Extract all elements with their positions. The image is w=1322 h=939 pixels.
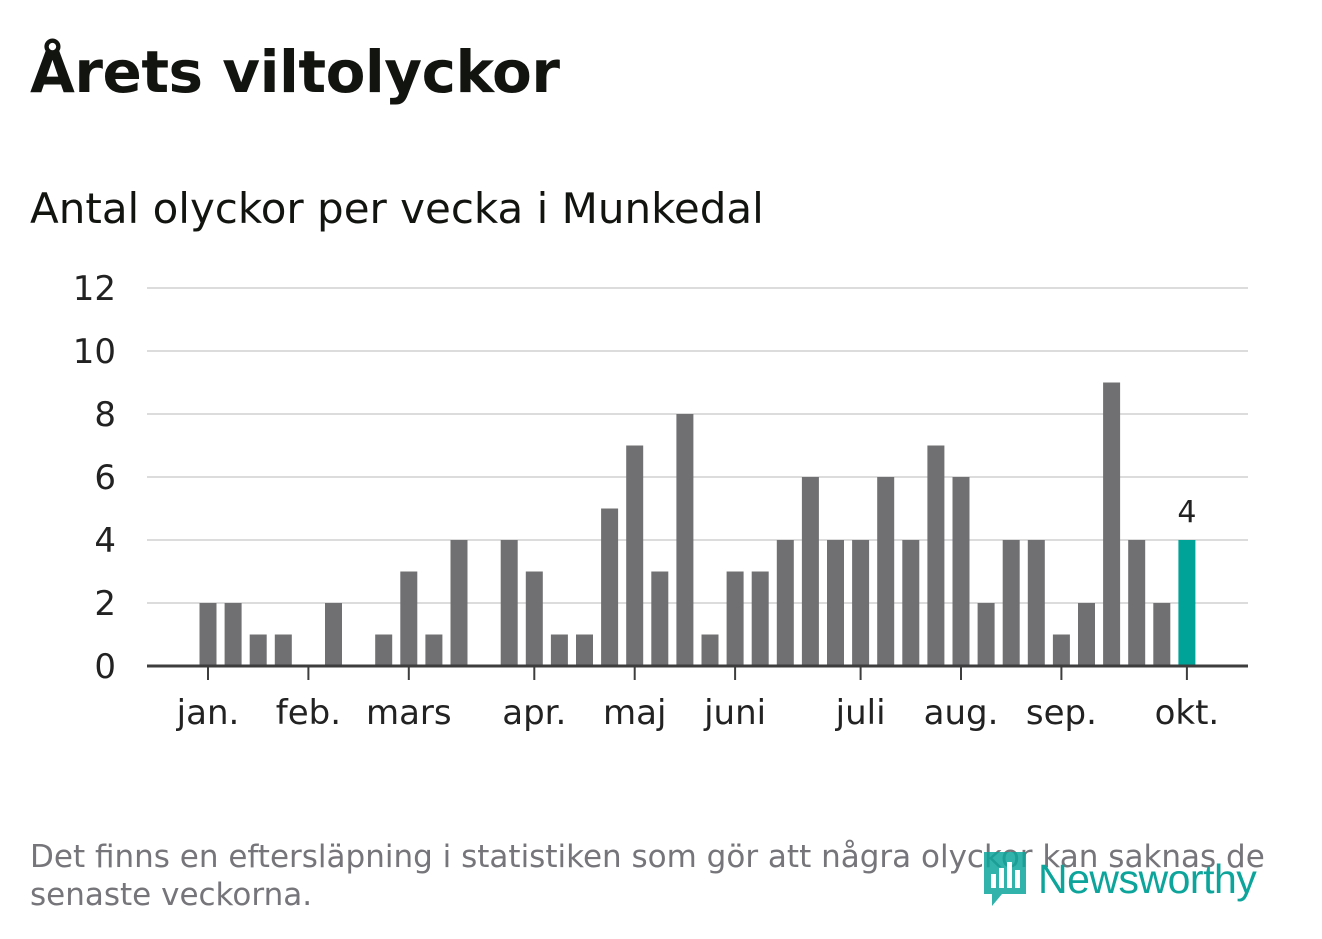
footnote: Det finns en eftersläpning i statistiken…	[30, 839, 1265, 913]
x-tick-label: feb.	[276, 693, 341, 733]
bar	[801, 477, 819, 666]
bars	[199, 382, 1196, 666]
bar	[1153, 603, 1171, 666]
bar	[827, 540, 844, 666]
bar	[651, 571, 669, 666]
data-label: 4	[1177, 495, 1196, 530]
bar	[676, 414, 694, 666]
bar	[450, 540, 468, 666]
y-axis-ticks: 0 2 4 6 8 10 12	[73, 269, 116, 687]
bar-highlight	[1178, 540, 1196, 666]
bar	[927, 445, 945, 666]
bar	[425, 634, 443, 666]
bar	[249, 634, 267, 666]
y-tick-label: 8	[94, 395, 116, 435]
chart-title: Årets viltolyckor	[30, 38, 560, 106]
bar	[776, 540, 794, 666]
chart-subtitle: Antal olyckor per vecka i Munkedal	[30, 184, 764, 233]
x-tick-label: apr.	[502, 693, 566, 733]
logo-text: Newsworthy	[1038, 855, 1257, 902]
bar	[274, 634, 292, 666]
gridlines	[147, 287, 1248, 604]
x-tick-label: juli	[835, 693, 886, 733]
bar	[952, 477, 970, 666]
x-tick-label: mars	[366, 693, 452, 733]
x-tick-label: juni	[703, 693, 766, 733]
y-tick-label: 4	[94, 521, 116, 561]
bar	[500, 540, 518, 666]
bar	[902, 540, 920, 666]
x-tick-label: maj	[603, 693, 666, 733]
bar	[1027, 540, 1045, 666]
bar-chart: 0 2 4 6 8 10 12 jan. feb. mars apr. maj juni juli aug…	[73, 269, 1248, 733]
data-labels: 4	[1177, 495, 1196, 530]
bar	[325, 603, 342, 666]
y-tick-label: 2	[94, 584, 116, 624]
bar	[224, 603, 242, 666]
bar	[1128, 540, 1146, 666]
y-tick-label: 10	[73, 332, 116, 372]
y-tick-label: 12	[73, 269, 116, 309]
bar	[199, 603, 217, 666]
newsworthy-logo-icon	[984, 852, 1026, 906]
bar	[525, 571, 543, 666]
bar	[877, 477, 895, 666]
bar	[1103, 382, 1121, 666]
bar	[977, 603, 995, 666]
bar	[1002, 540, 1020, 666]
bar	[550, 634, 568, 666]
x-tick-label: okt.	[1155, 693, 1220, 733]
y-tick-label: 6	[94, 458, 116, 498]
bar	[375, 634, 393, 666]
bar	[601, 508, 619, 666]
x-tick-label: jan.	[176, 693, 240, 733]
bar	[751, 571, 769, 666]
x-tick-label: sep.	[1026, 693, 1097, 733]
bar	[576, 634, 593, 666]
bar	[626, 445, 644, 666]
bar	[852, 540, 870, 666]
bar	[726, 571, 744, 666]
bar	[1078, 603, 1095, 666]
bar	[1052, 634, 1070, 666]
bar	[701, 634, 719, 666]
bar	[400, 571, 418, 666]
y-tick-label: 0	[94, 647, 116, 687]
newsworthy-logo: Newsworthy	[980, 848, 1257, 910]
x-tick-label: aug.	[924, 693, 999, 733]
x-axis-ticks: jan. feb. mars apr. maj juni juli aug. sep. okt.	[176, 666, 1220, 733]
